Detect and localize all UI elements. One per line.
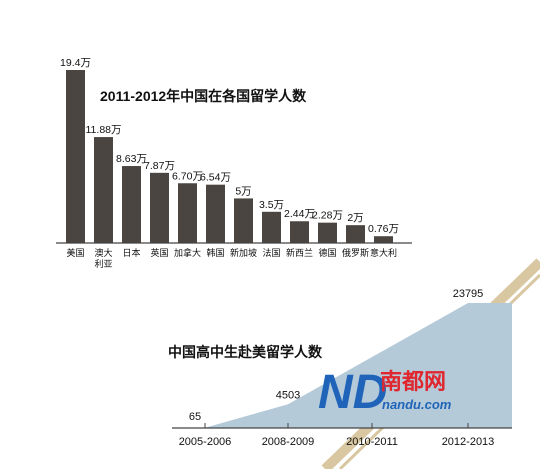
bar xyxy=(290,221,309,243)
bar-value-label: 5万 xyxy=(235,185,251,197)
bar xyxy=(66,70,85,243)
bar-chart-title: 2011-2012年中国在各国留学人数 xyxy=(100,88,307,104)
area-category-label: 2005-2006 xyxy=(179,436,232,448)
bar-value-label: 6.70万 xyxy=(172,170,203,182)
bar-value-label: 19.4万 xyxy=(60,57,91,69)
area-tick-marks xyxy=(204,423,469,428)
bar xyxy=(178,183,197,243)
area-chart-title: 中国高中生赴美留学人数 xyxy=(168,344,323,360)
area-value-label: 4503 xyxy=(276,389,300,401)
bar xyxy=(94,137,113,243)
nandu-logo: ND 南都网 nandu.com xyxy=(318,366,452,419)
bar-chart-study-abroad-by-country: 2011-2012年中国在各国留学人数 19.4万 11.88万 8.63万7.87… xyxy=(56,57,412,269)
bar xyxy=(318,222,337,243)
bar-category-label: 新加坡 xyxy=(230,247,257,258)
bar xyxy=(150,172,169,243)
bar-value-label: 8.63万 xyxy=(116,153,147,165)
bar-value-label: 6.54万 xyxy=(200,172,231,184)
bar-value-label: 2.28万 xyxy=(312,210,343,222)
bar-value-label: 11.88万 xyxy=(86,124,122,136)
bar-category-label: 德国 xyxy=(318,247,336,258)
bar xyxy=(262,211,281,243)
bar xyxy=(122,166,141,243)
bar xyxy=(346,225,365,243)
area-series xyxy=(172,303,512,428)
bar-category-label: 法国 xyxy=(262,247,280,258)
logo-nd-mark: ND xyxy=(318,366,387,419)
area-value-label: 23795 xyxy=(453,288,484,300)
area-category-label: 2010-2011 xyxy=(346,436,398,448)
bar-category-label: 英国 xyxy=(150,247,168,258)
bar-category-label: 日本 xyxy=(122,247,140,258)
logo-brand-name: 南都网 xyxy=(380,369,446,394)
bar-category-label: 意大利 xyxy=(370,247,397,258)
area-category-label: 2008-2009 xyxy=(262,436,315,448)
area-category-label: 2012-2013 xyxy=(442,436,495,448)
bar-value-label: 7.87万 xyxy=(144,160,175,172)
bar-category-label: 利亚 xyxy=(94,258,112,269)
bar-category-label: 澳大 xyxy=(94,247,112,258)
area-category-labels: 2005-2006 2008-2009 2010-2011 2012-2013 xyxy=(179,436,495,448)
bar-category-label: 美国 xyxy=(66,247,84,258)
bar-category-label: 加拿大 xyxy=(174,247,201,258)
bar-value-label: 2.44万 xyxy=(284,208,315,220)
bar-category-label: 新西兰 xyxy=(286,247,313,258)
area-value-labels: 65 4503 23795 xyxy=(189,288,483,423)
bar-category-label: 韩国 xyxy=(206,247,224,258)
bar xyxy=(206,184,225,243)
area-value-label: 65 xyxy=(189,411,201,423)
bar xyxy=(374,236,393,243)
logo-url: nandu.com xyxy=(382,397,452,412)
bar-value-label: 2万 xyxy=(347,212,363,224)
bar-category-label: 俄罗斯 xyxy=(342,247,369,258)
area-chart-highschool-students-to-us: 中国高中生赴美留学人数 65 4503 23795 2005-2006 2008-20… xyxy=(168,288,512,448)
bar-value-label: 3.5万 xyxy=(259,199,284,211)
bar-value-label: 0.76万 xyxy=(368,223,399,235)
bar xyxy=(234,198,253,243)
